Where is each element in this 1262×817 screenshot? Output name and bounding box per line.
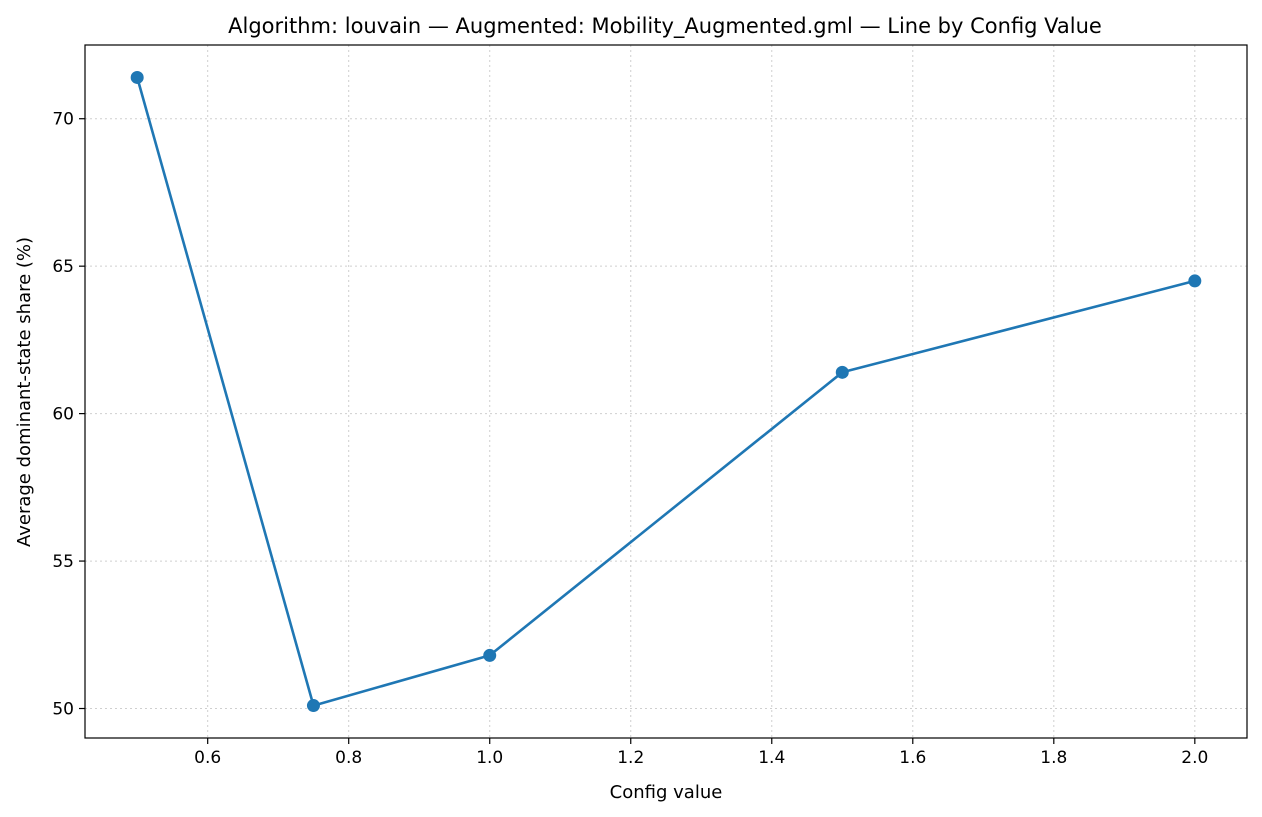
x-tick-label: 1.4 (758, 748, 785, 768)
series-layer (130, 70, 1202, 713)
grid-lines (85, 45, 1247, 738)
x-tick-label: 0.6 (194, 748, 221, 768)
data-point (1188, 274, 1202, 288)
x-tick-label: 1.2 (617, 748, 644, 768)
data-point (306, 699, 320, 713)
x-tick-label: 0.8 (335, 748, 362, 768)
x-axis-ticks: 0.6 0.8 1.0 1.2 1.4 1.6 1.8 2.0 (194, 738, 1208, 768)
y-tick-label: 65 (52, 257, 74, 277)
y-tick-label: 55 (52, 552, 74, 572)
data-point (835, 365, 849, 379)
x-tick-label: 1.6 (899, 748, 926, 768)
data-point (483, 648, 497, 662)
x-tick-label: 2.0 (1181, 748, 1208, 768)
x-tick-label: 1.0 (476, 748, 503, 768)
y-tick-label: 50 (52, 700, 74, 720)
x-tick-label: 1.8 (1040, 748, 1067, 768)
data-point (130, 70, 144, 84)
chart-title: Algorithm: louvain — Augmented: Mobility… (228, 14, 1102, 39)
x-axis-label: Config value (610, 782, 723, 803)
y-axis-label: Average dominant-state share (%) (14, 237, 35, 547)
plot-area-frame (84, 44, 1248, 739)
y-axis-ticks: 50 55 60 65 70 (52, 110, 85, 720)
series-line (135, 77, 1196, 707)
y-tick-label: 70 (52, 110, 74, 130)
y-tick-label: 60 (52, 405, 74, 425)
